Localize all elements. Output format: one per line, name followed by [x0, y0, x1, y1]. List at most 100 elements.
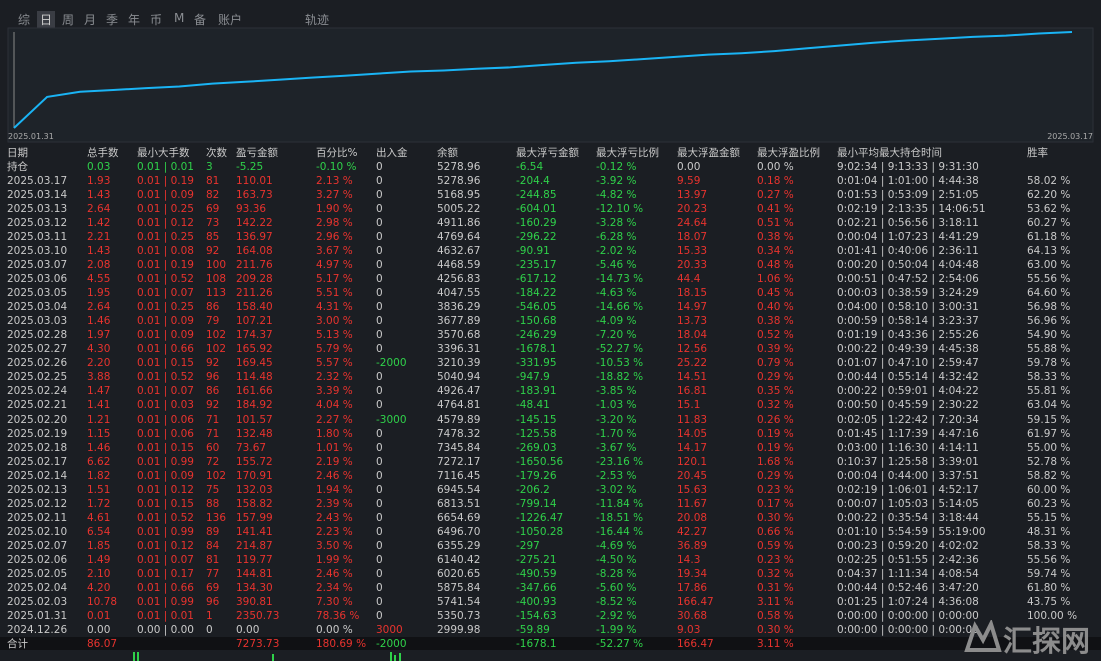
- table-cell: 96: [206, 595, 220, 608]
- table-cell: 55.81 %: [1027, 385, 1071, 398]
- table-cell: 62.20 %: [1027, 189, 1071, 202]
- table-cell: 102: [206, 469, 227, 482]
- table-cell: 61.97 %: [1027, 427, 1071, 440]
- table-cell: -3.28 %: [596, 217, 637, 230]
- table-cell: 2.98 %: [316, 217, 353, 230]
- tab[interactable]: 备: [194, 13, 207, 27]
- table-cell: 2025.02.25: [7, 371, 68, 384]
- table-cell: 2999.98: [437, 623, 481, 636]
- table-cell: 5040.94: [437, 371, 481, 384]
- table-cell: 2025.02.07: [7, 539, 68, 552]
- tab[interactable]: 轨迹: [305, 13, 330, 27]
- table-cell: 0.00 %: [316, 623, 353, 636]
- table-cell: 合计: [7, 638, 28, 650]
- table-cell: -4.82 %: [596, 189, 637, 202]
- table-cell: 日期: [7, 147, 28, 159]
- table-cell: 110.01: [236, 175, 273, 187]
- table-cell: 1.46: [87, 441, 111, 454]
- table-cell: 0:00:44 | 0:52:46 | 3:47:20: [837, 581, 979, 594]
- table-cell: 3.50 %: [316, 539, 353, 552]
- table-cell: 1.01 %: [316, 441, 353, 454]
- table-cell: -52.27 %: [596, 638, 644, 650]
- table-cell: 0.01 | 0.25: [137, 301, 194, 314]
- table-cell: 0.32 %: [757, 399, 794, 412]
- table-cell: 1.49: [87, 553, 111, 566]
- table-cell: 2.20: [87, 357, 111, 370]
- table-cell: 0.01 | 0.09: [137, 189, 194, 202]
- table-cell: -4.63 %: [596, 287, 637, 300]
- table-cell: 64.13 %: [1027, 245, 1071, 258]
- table-cell: 0: [376, 483, 383, 496]
- tab[interactable]: 币: [150, 13, 163, 27]
- table-cell: 60.23 %: [1027, 497, 1071, 510]
- table-cell: 164.08: [236, 245, 273, 258]
- table-cell: 1.90 %: [316, 203, 353, 216]
- table-cell: 1.95: [87, 287, 111, 300]
- table-cell: 63.00 %: [1027, 259, 1071, 272]
- table-cell: 56.98 %: [1027, 301, 1071, 314]
- table-cell: 2.10: [87, 567, 111, 580]
- table-cell: 2025.02.13: [7, 483, 68, 496]
- tab[interactable]: M: [174, 11, 185, 25]
- table-cell: 0.01 | 0.06: [137, 413, 194, 426]
- table-cell: -275.21: [516, 553, 557, 566]
- table-cell: -1050.28: [516, 525, 564, 538]
- table-cell: 4.20: [87, 581, 111, 594]
- table-cell: 2025.02.24: [7, 385, 68, 398]
- tab[interactable]: 月: [84, 13, 97, 27]
- table-cell: 3.39 %: [316, 385, 353, 398]
- table-cell: 69: [206, 581, 220, 594]
- table-cell: 0.01 | 0.07: [137, 553, 194, 566]
- tab[interactable]: 日: [37, 11, 56, 28]
- table-cell: 4.04 %: [316, 399, 353, 412]
- table-cell: 58.82 %: [1027, 469, 1071, 482]
- table-cell: -5.46 %: [596, 259, 637, 272]
- table-cell: -400.93: [516, 595, 557, 608]
- table-cell: -3.02 %: [596, 483, 637, 496]
- tab[interactable]: 综: [18, 13, 31, 27]
- table-cell: 0.27 %: [757, 189, 794, 202]
- table-cell: 1.85: [87, 539, 111, 552]
- table-cell: -16.44 %: [596, 525, 644, 538]
- table-cell: 158.40: [236, 301, 273, 314]
- table-cell: 0.01 | 0.66: [137, 581, 194, 594]
- table-cell: 59.78 %: [1027, 357, 1071, 370]
- tab[interactable]: 年: [128, 13, 141, 27]
- table-cell: 3.00 %: [316, 315, 353, 328]
- table-cell: 55.88 %: [1027, 343, 1071, 356]
- table-cell: 0:00:00 | 0:00:00 | 0:00:00: [837, 609, 979, 622]
- table-cell: 3.27 %: [316, 189, 353, 202]
- table-cell: 20.23: [677, 203, 708, 216]
- table-cell: -296.22: [516, 231, 557, 244]
- table-cell: 0: [376, 581, 383, 594]
- table-cell: 72: [206, 455, 220, 468]
- table-cell: 71: [206, 413, 220, 426]
- table-cell: 0:02:25 | 0:51:55 | 2:42:36: [837, 553, 979, 566]
- table-cell: 64.60 %: [1027, 287, 1071, 300]
- tab[interactable]: 账户: [218, 13, 243, 27]
- table-cell: 13.73: [677, 315, 708, 328]
- table-cell: 132.03: [236, 483, 273, 496]
- table-cell: 170.91: [236, 469, 273, 482]
- table-cell: 0:00:44 | 0:55:14 | 4:32:42: [837, 371, 979, 384]
- table-cell: 余额: [437, 147, 458, 159]
- table-cell: 百分比%: [316, 147, 358, 159]
- tab[interactable]: 季: [106, 13, 119, 27]
- table-cell: 144.81: [236, 567, 273, 580]
- table-cell: 60.27 %: [1027, 217, 1071, 230]
- table-cell: 2025.03.17: [7, 175, 68, 187]
- table-cell: 0.23 %: [757, 553, 794, 566]
- table-cell: 2025.03.14: [7, 189, 68, 202]
- table-cell: 1.43: [87, 189, 111, 202]
- table-cell: 4911.86: [437, 217, 481, 230]
- tab[interactable]: 周: [62, 13, 75, 27]
- table-cell: 0.32 %: [757, 567, 794, 580]
- table-cell: 18.15: [677, 287, 708, 300]
- table-cell: -546.05: [516, 301, 557, 314]
- table-cell: 174.37: [236, 329, 273, 342]
- x-end-label: 2025.03.17: [1047, 132, 1093, 141]
- table-cell: 4.31 %: [316, 301, 353, 314]
- table-cell: -3000: [376, 413, 407, 426]
- table-cell: 0:01:04 | 1:01:00 | 4:44:38: [837, 175, 979, 187]
- table-cell: 30.68: [677, 609, 708, 622]
